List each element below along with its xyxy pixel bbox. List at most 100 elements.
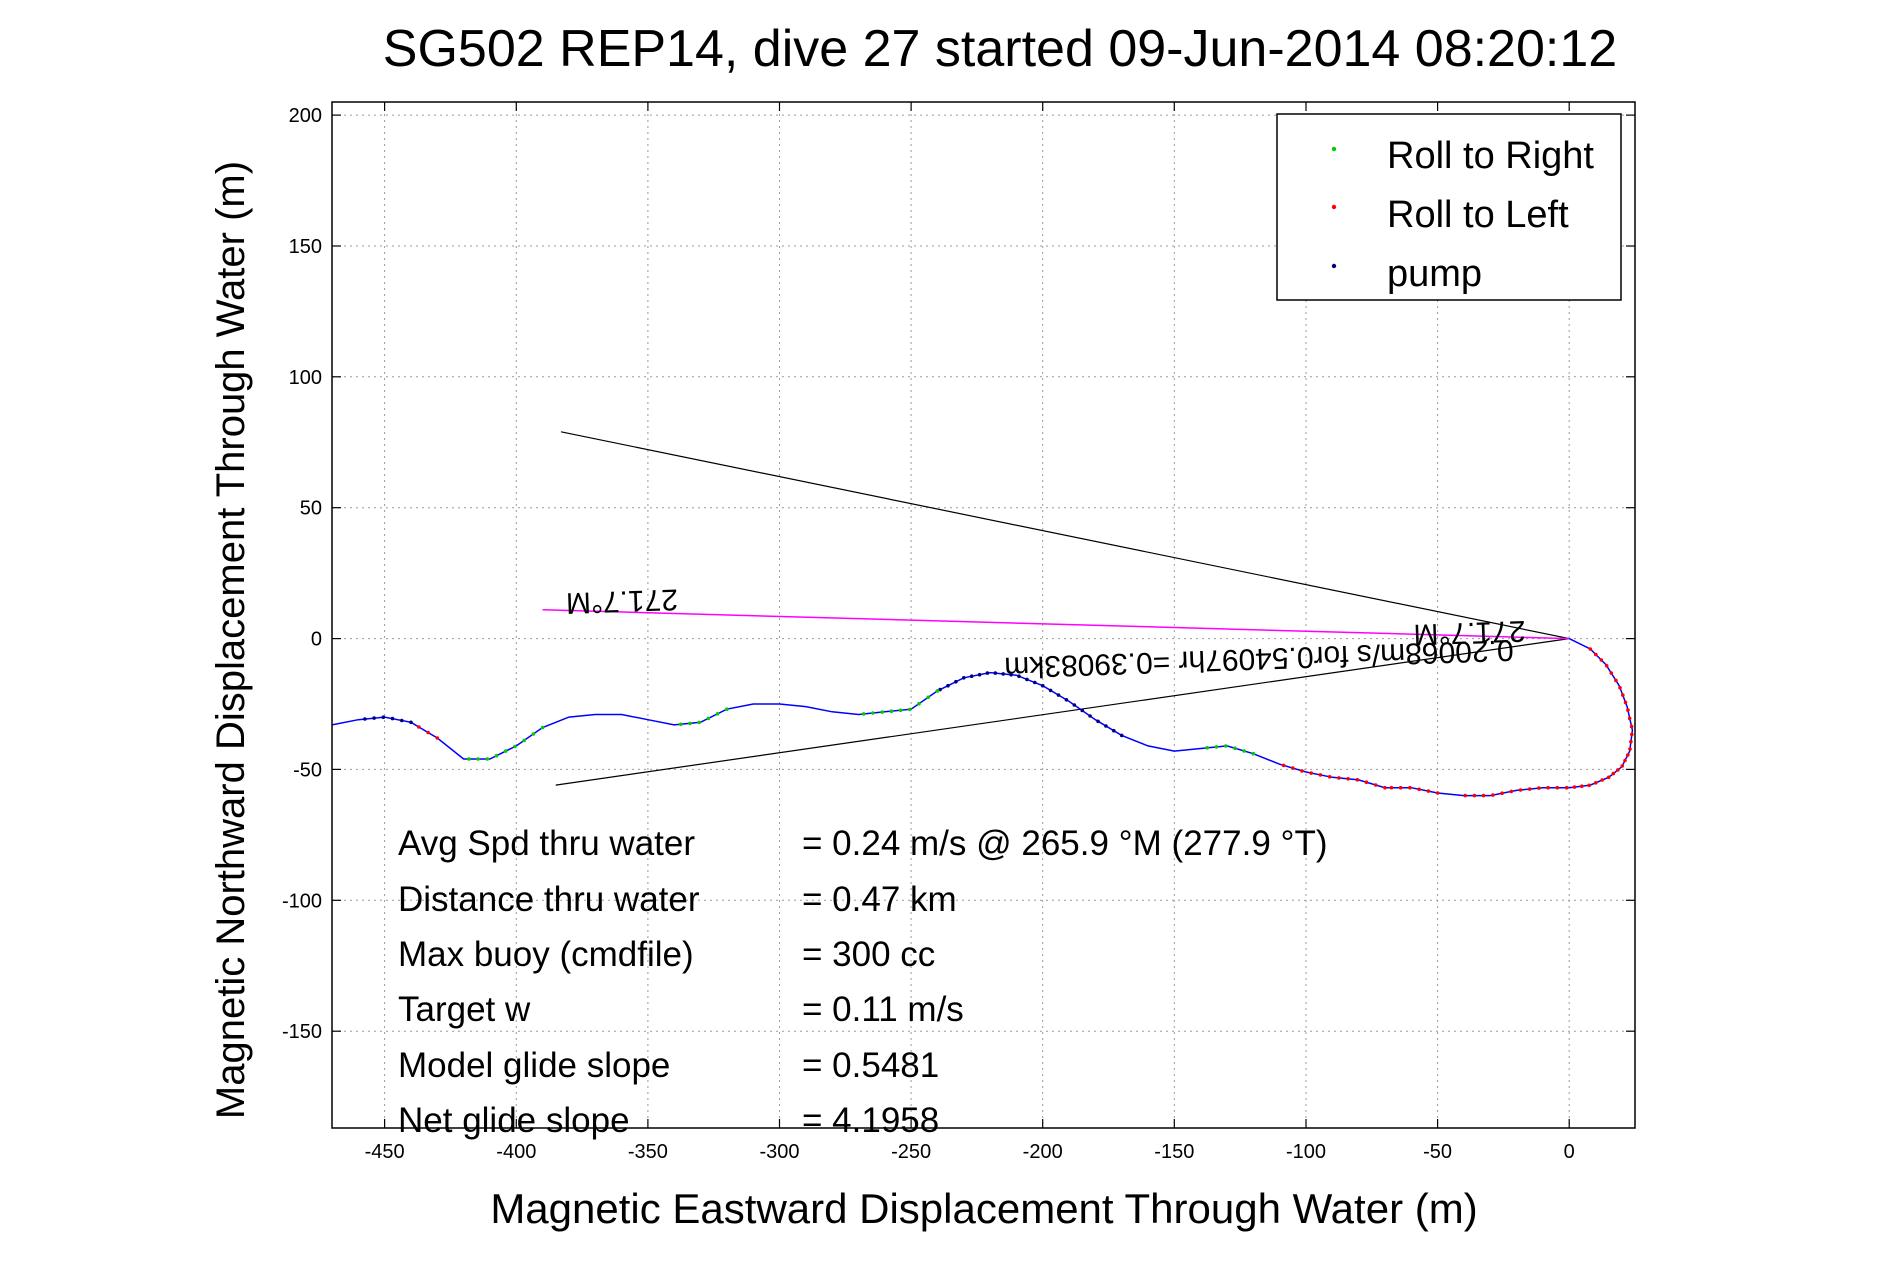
track-marker [1472,793,1477,798]
track-marker [1080,708,1084,713]
stats-block: Avg Spd thru water = 0.24 m/s @ 265.9 °M… [398,824,1328,1140]
track-marker [1599,658,1604,662]
track-marker [725,707,729,711]
track-marker [1009,672,1013,677]
track-marker [1088,714,1092,718]
x-tick-label: -200 [1023,1141,1063,1163]
flipped-annotation: 271.7°M [1413,614,1526,651]
track-marker [969,674,974,678]
track-marker [1594,781,1598,785]
track-marker [1609,671,1614,675]
track-marker [1025,677,1029,682]
track-marker [1587,783,1591,788]
track-marker [1318,773,1323,777]
y-axis-label: Magnetic Northward Displacement Through … [209,161,253,1119]
grid [332,102,1635,1128]
track-marker [372,716,376,720]
track-marker [1627,716,1632,721]
track-marker [494,753,499,758]
heading-line-upper [560,431,1570,640]
x-tick-label: -300 [759,1141,799,1163]
track-marker [1104,724,1108,728]
track-marker [889,709,894,713]
stat-value: = 300 cc [802,935,935,974]
track-marker [706,716,711,721]
y-tick-label: -150 [282,1021,322,1043]
track-marker [1604,664,1609,668]
track-marker [1119,733,1124,738]
legend-marker-pump [1331,263,1337,269]
axis-ticks: -450 -400 -350 -300 -250 -200 -150 -100 -50 0 200 1… [282,102,1635,1163]
track-markers [363,647,1634,798]
x-tick-label: -400 [496,1141,536,1163]
track-marker [531,732,536,736]
track-marker [688,721,692,726]
stat-value: = 4.1958 [802,1101,939,1140]
track-marker [1309,771,1313,775]
track-marker [1214,745,1219,749]
track-marker [935,689,940,693]
track-marker [1001,672,1005,676]
track-marker [1233,746,1237,750]
track-marker [1435,791,1440,795]
track-marker [1223,744,1228,748]
track-marker [1623,700,1628,705]
track-marker [1621,693,1625,697]
track-marker [697,720,701,725]
x-tick-label: 0 [1564,1141,1575,1163]
stat-label: Target w [398,990,531,1029]
stat-value: = 0.5481 [802,1046,939,1085]
track-marker [1572,785,1577,789]
track-marker [1064,698,1069,702]
track-marker [467,757,471,761]
track-marker [1327,775,1332,779]
track-marker [426,730,430,735]
track-marker [1242,749,1246,753]
track-marker [1527,787,1532,791]
legend-label-roll-right: Roll to Right [1387,135,1594,177]
track-marker [1509,789,1514,794]
track-marker [522,738,526,743]
flipped-annotation: 271.7°M [565,582,678,619]
current-vector-line [542,609,1570,640]
x-tick-label: -150 [1154,1141,1194,1163]
stat-label: Avg Spd thru water [398,824,695,863]
track-marker [679,722,683,727]
track-marker [908,707,912,712]
track-marker [1337,776,1341,780]
track-marker [1588,647,1593,651]
stat-label: Distance thru water [398,880,700,919]
track-marker [954,679,958,684]
track-marker [938,687,942,692]
x-tick-label: -450 [365,1141,405,1163]
track-marker [926,695,930,700]
track-marker [513,744,517,749]
track-marker [962,676,966,680]
y-tick-label: 200 [289,105,322,127]
track-marker [946,683,950,688]
track-marker [1537,786,1541,790]
legend: Roll to Right Roll to Left pump [1276,113,1622,301]
track-marker [1491,793,1495,797]
track-marker [1112,728,1116,733]
track-marker [417,725,421,729]
track-marker [1628,747,1632,751]
track-marker [1408,785,1412,790]
legend-marker-roll-right [1331,146,1337,152]
track-marker [1629,724,1634,729]
track-marker [1033,680,1037,685]
track-marker [1048,688,1053,693]
track-marker [1500,791,1504,795]
track-marker [1463,793,1467,798]
track-marker [1072,703,1077,707]
x-tick-label: -250 [891,1141,931,1163]
track-marker [1355,778,1360,782]
track-marker [1346,777,1350,781]
track-marker [1389,785,1394,790]
track-marker [1630,732,1634,737]
track-marker [485,757,490,761]
track-marker [993,671,998,675]
track-marker [1481,793,1486,798]
track-marker [715,712,720,716]
